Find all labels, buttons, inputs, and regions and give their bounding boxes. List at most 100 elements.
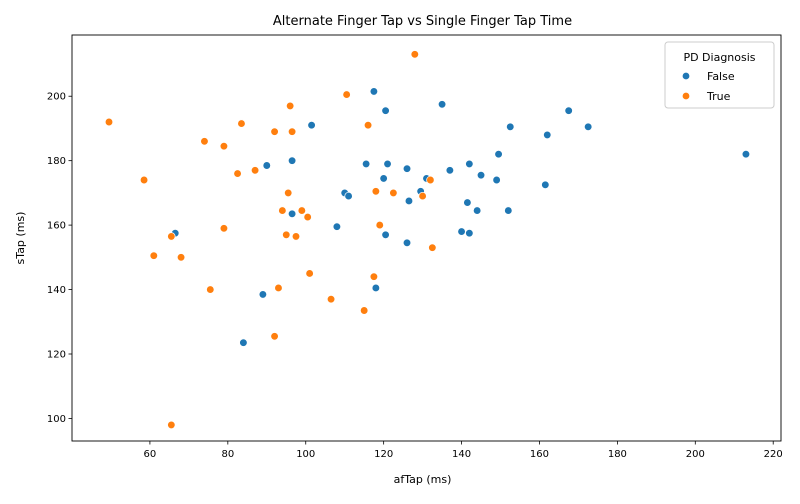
- x-tick-label: 60: [144, 449, 157, 460]
- data-point-false: [344, 191, 353, 201]
- data-point-false: [472, 206, 482, 215]
- data-point-true: [274, 283, 283, 293]
- y-axis-label: sTap (ms): [14, 212, 27, 265]
- y-tick-label: 180: [47, 156, 66, 167]
- data-point-false: [457, 227, 466, 236]
- data-point-false: [287, 209, 297, 218]
- data-point-false: [404, 196, 414, 206]
- legend-label-true: True: [706, 90, 731, 103]
- data-point-true: [219, 224, 229, 233]
- data-point-true: [278, 206, 287, 215]
- data-point-false: [332, 222, 342, 231]
- data-point-true: [360, 306, 369, 315]
- data-point-false: [463, 198, 472, 207]
- data-point-true: [371, 187, 381, 196]
- y-tick-label: 160: [47, 221, 66, 232]
- data-point-true: [139, 175, 149, 185]
- data-point-false: [564, 106, 573, 115]
- data-point-true: [167, 232, 176, 241]
- data-point-true: [363, 121, 373, 130]
- data-point-true: [291, 232, 301, 241]
- data-point-true: [369, 272, 379, 281]
- data-point-false: [402, 164, 412, 173]
- y-tick-label: 200: [47, 92, 66, 103]
- x-tick-label: 80: [221, 449, 234, 460]
- data-point-false: [383, 159, 392, 169]
- data-point-true: [219, 142, 229, 151]
- data-point-false: [371, 283, 381, 293]
- x-tick-label: 120: [374, 449, 393, 460]
- legend-marker-true: [681, 91, 691, 101]
- data-point-true: [418, 191, 427, 201]
- data-point-true: [287, 127, 297, 136]
- data-point-true: [233, 169, 242, 178]
- y-axis: 100 120 140 160 180 200: [47, 92, 72, 425]
- data-points: [104, 50, 751, 430]
- data-point-true: [176, 253, 186, 262]
- data-point-true: [282, 230, 291, 239]
- x-axis-label: afTap (ms): [394, 473, 452, 486]
- data-point-true: [389, 188, 398, 198]
- data-point-false: [381, 106, 390, 115]
- data-point-true: [305, 269, 314, 278]
- data-point-true: [297, 206, 306, 215]
- data-point-false: [437, 100, 447, 109]
- y-tick-label: 120: [47, 350, 66, 361]
- data-point-false: [541, 180, 550, 189]
- data-point-true: [342, 90, 351, 99]
- data-point-false: [369, 87, 379, 96]
- data-point-false: [494, 150, 503, 159]
- data-point-false: [465, 159, 474, 169]
- y-tick-label: 140: [47, 285, 66, 296]
- data-point-true: [426, 175, 435, 185]
- data-point-false: [465, 229, 474, 238]
- data-point-true: [270, 332, 279, 341]
- data-point-true: [200, 137, 209, 146]
- data-point-true: [428, 243, 437, 252]
- x-tick-label: 220: [764, 449, 783, 460]
- data-point-true: [250, 166, 260, 175]
- data-point-false: [307, 121, 316, 130]
- data-point-true: [104, 117, 114, 127]
- legend-label-false: False: [707, 70, 735, 83]
- y-tick-label: 100: [47, 414, 66, 425]
- data-point-false: [492, 175, 501, 185]
- data-point-false: [504, 206, 513, 215]
- x-tick-label: 160: [530, 449, 549, 460]
- data-point-true: [270, 127, 279, 136]
- data-point-false: [445, 166, 455, 175]
- plot-frame: [71, 34, 782, 442]
- data-point-true: [206, 285, 215, 294]
- data-point-true: [375, 220, 384, 230]
- data-point-false: [402, 238, 412, 247]
- x-tick-label: 100: [296, 449, 315, 460]
- legend-frame: [664, 41, 775, 109]
- data-point-false: [287, 156, 297, 165]
- data-point-false: [543, 130, 552, 140]
- data-point-true: [284, 188, 293, 198]
- legend-marker-false: [681, 71, 691, 81]
- data-point-false: [239, 338, 248, 347]
- data-point-false: [381, 230, 390, 239]
- data-point-false: [262, 161, 271, 170]
- legend: PD Diagnosis False True: [664, 41, 775, 109]
- data-point-false: [506, 122, 515, 131]
- x-tick-label: 180: [608, 449, 627, 460]
- data-point-true: [410, 50, 419, 59]
- data-point-false: [379, 174, 388, 183]
- data-point-false: [476, 171, 486, 180]
- x-tick-label: 200: [686, 449, 705, 460]
- data-point-true: [149, 251, 158, 260]
- data-point-true: [286, 101, 295, 111]
- legend-title: PD Diagnosis: [683, 51, 755, 64]
- data-point-true: [167, 420, 176, 430]
- data-point-false: [258, 290, 268, 299]
- data-point-true: [237, 119, 246, 128]
- data-point-true: [326, 295, 336, 304]
- data-point-false: [584, 122, 593, 131]
- chart-title: Alternate Finger Tap vs Single Finger Ta…: [273, 14, 572, 29]
- x-axis: 60 80 100 120 140 160 180 200 220: [144, 441, 783, 460]
- x-tick-label: 140: [452, 449, 471, 460]
